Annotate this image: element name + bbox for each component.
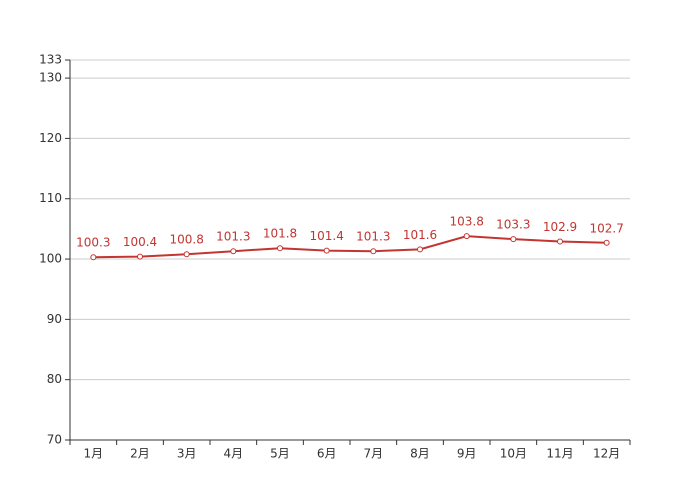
data-label: 100.3 bbox=[76, 236, 110, 250]
y-tick-label: 130 bbox=[39, 71, 62, 85]
x-tick-label: 12月 bbox=[593, 447, 620, 461]
data-label: 100.4 bbox=[123, 235, 157, 249]
point bbox=[183, 251, 190, 258]
point bbox=[463, 233, 470, 240]
y-tick-label: 70 bbox=[47, 433, 62, 447]
x-tick-label: 11月 bbox=[546, 447, 573, 461]
data-label: 101.3 bbox=[356, 230, 390, 244]
data-label: 102.7 bbox=[589, 221, 623, 235]
point bbox=[417, 246, 423, 253]
y-tick-label: 133 bbox=[39, 53, 62, 67]
x-tick-label: 7月 bbox=[364, 447, 384, 461]
line bbox=[93, 235, 607, 259]
data-label: 102.9 bbox=[543, 220, 577, 234]
x-tick-label: 5月 bbox=[270, 447, 290, 461]
x-tick-label: 9月 bbox=[457, 447, 477, 461]
data-label: 101.4 bbox=[309, 229, 343, 243]
data-label: 101.8 bbox=[263, 227, 297, 241]
x-tick-label: 1月 bbox=[84, 447, 104, 461]
y-tick-label: 100 bbox=[39, 252, 62, 266]
point bbox=[557, 238, 563, 245]
point bbox=[230, 248, 237, 255]
x-tick-label: 4月 bbox=[224, 447, 244, 461]
data-label: 103.3 bbox=[496, 218, 530, 232]
x-tick-label: 10月 bbox=[500, 447, 527, 461]
point bbox=[137, 253, 143, 260]
point bbox=[90, 254, 97, 261]
data-label: 103.8 bbox=[449, 215, 483, 229]
x-tick-label: 3月 bbox=[177, 447, 197, 461]
y-tick-label: 80 bbox=[47, 372, 62, 386]
x-tick-label: 8月 bbox=[410, 447, 430, 461]
y-tick-label: 90 bbox=[47, 312, 62, 326]
x-tick-label: 2月 bbox=[130, 447, 150, 461]
point bbox=[370, 248, 377, 255]
point bbox=[277, 245, 283, 252]
y-tick-label: 110 bbox=[39, 191, 62, 205]
point bbox=[510, 236, 517, 243]
point bbox=[603, 239, 610, 246]
x-tick-label: 6月 bbox=[317, 447, 337, 461]
data-label: 101.6 bbox=[403, 228, 437, 242]
data-label: 100.8 bbox=[169, 233, 203, 247]
point bbox=[323, 247, 330, 254]
data-label: 101.3 bbox=[216, 230, 250, 244]
y-tick-label: 120 bbox=[39, 131, 62, 145]
